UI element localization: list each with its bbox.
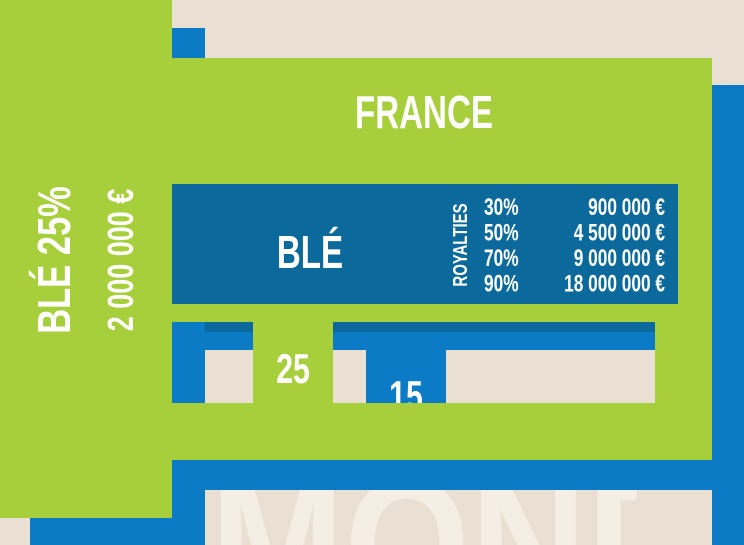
product-panel xyxy=(172,184,678,304)
royalty-amount: 9 000 000 € xyxy=(574,245,666,271)
tile-number: 25 xyxy=(276,345,310,392)
royalty-amount: 18 000 000 € xyxy=(564,271,665,297)
product-title: BLÉ xyxy=(277,227,343,279)
side-card-amount: 2 000 000 € xyxy=(100,188,141,331)
royalty-rate: 50% xyxy=(484,220,519,246)
blue-strip xyxy=(30,515,172,545)
royalties-label: ROYALTIES xyxy=(449,203,472,286)
country-title: FRANCE xyxy=(355,88,493,138)
side-card xyxy=(0,0,172,518)
royalty-rate: 30% xyxy=(484,194,519,220)
royalty-amount: 900 000 € xyxy=(588,194,665,220)
tile xyxy=(366,350,446,403)
royalty-rows: 30% 900 000 € 50% 4 500 000 € 70% 9 000 000 €… xyxy=(484,194,665,297)
slot xyxy=(446,350,655,403)
blue-strip xyxy=(172,455,205,545)
royalty-rate: 70% xyxy=(484,245,519,271)
slots: 25 15 xyxy=(172,322,655,419)
royalty-rate: 90% xyxy=(484,271,519,297)
tile xyxy=(253,322,333,403)
slot-shadow xyxy=(205,322,655,332)
slot xyxy=(333,350,366,403)
blue-strip xyxy=(172,455,744,490)
background-word: MONDE xyxy=(210,439,744,545)
slot xyxy=(205,350,253,403)
royalty-amount: 4 500 000 € xyxy=(574,220,666,246)
tile-number: 15 xyxy=(389,372,423,419)
side-card-title: BLÉ 25% xyxy=(28,186,80,334)
